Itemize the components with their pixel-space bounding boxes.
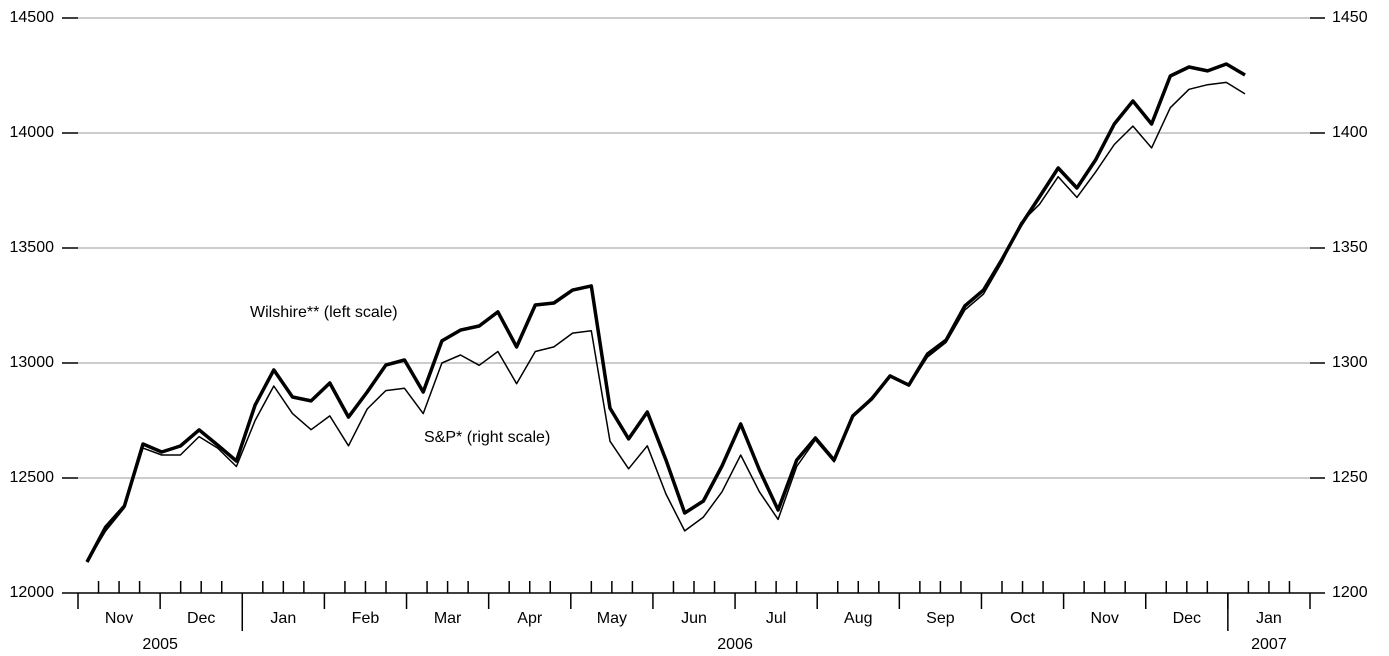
y2-tick-label: 1250: [1332, 469, 1368, 486]
series-label: S&P* (right scale): [424, 429, 550, 446]
y-tick-label: 14500: [10, 9, 55, 26]
y2-tick-label: 1200: [1332, 584, 1368, 601]
month-label: Mar: [434, 610, 462, 627]
month-label: Sep: [926, 610, 955, 627]
y-tick-label: 14000: [10, 124, 55, 141]
month-label: Nov: [105, 610, 133, 627]
year-label: 2006: [717, 636, 753, 653]
year-label: 2005: [142, 636, 178, 653]
y2-tick-label: 1300: [1332, 354, 1368, 371]
month-label: Aug: [844, 610, 872, 627]
month-label: Dec: [1173, 610, 1201, 627]
y2-tick-label: 1350: [1332, 239, 1368, 256]
month-label: Nov: [1090, 610, 1118, 627]
y2-tick-label: 1400: [1332, 124, 1368, 141]
series-label: Wilshire** (left scale): [250, 304, 398, 321]
year-label: 2007: [1251, 636, 1287, 653]
month-label: Oct: [1010, 610, 1035, 627]
month-label: Dec: [187, 610, 215, 627]
month-label: Jun: [681, 610, 707, 627]
month-label: Jan: [1256, 610, 1282, 627]
y-tick-label: 13000: [10, 354, 55, 371]
month-label: Jul: [766, 610, 786, 627]
y-tick-label: 13500: [10, 239, 55, 256]
y2-tick-label: 1450: [1332, 9, 1368, 26]
y-tick-label: 12000: [10, 584, 55, 601]
y-tick-label: 12500: [10, 469, 55, 486]
series-line: [86, 81, 1246, 563]
month-label: Feb: [352, 610, 380, 627]
series-line: [85, 62, 1246, 563]
month-label: Apr: [517, 610, 543, 627]
month-label: Jan: [270, 610, 296, 627]
month-label: May: [597, 610, 627, 627]
